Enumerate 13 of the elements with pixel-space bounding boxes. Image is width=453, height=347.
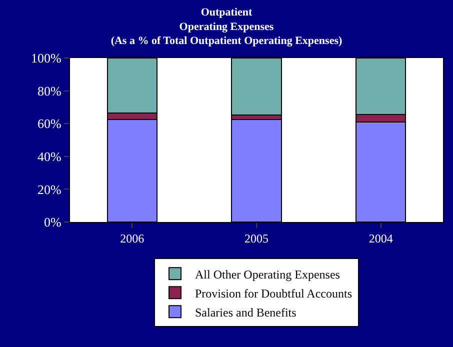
x-tick-label: 2006 [120, 231, 144, 246]
y-tick-label: 60% [38, 116, 62, 132]
x-tick-label: 2005 [244, 231, 268, 246]
y-tick-label: 40% [38, 148, 62, 164]
legend-label: Provision for Doubtful Accounts [195, 286, 352, 300]
y-tick-label: 80% [38, 83, 62, 98]
x-tick-label: 2004 [368, 231, 393, 246]
y-tick-label: 20% [38, 182, 62, 197]
legend-label: Salaries and Benefits [195, 305, 297, 320]
chart-title: Outpatient Operating Expenses (As a % of Total Outpatient Operating Expenses) [110, 6, 342, 48]
y-tick-label: 100% [31, 50, 62, 66]
y-tick-label: 0% [44, 214, 62, 230]
legend-label: All Other Operating Expenses [195, 267, 340, 282]
